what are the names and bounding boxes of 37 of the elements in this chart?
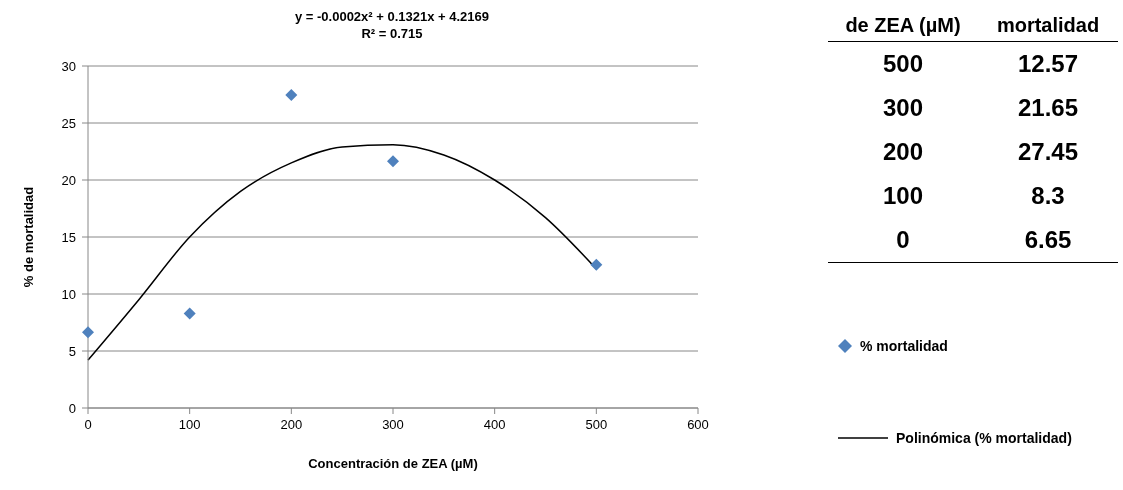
legend-label: Polinómica (% mortalidad)	[896, 430, 1072, 446]
text: 200	[881, 138, 924, 166]
y-axis-title: % de mortalidad	[20, 186, 36, 288]
text: 100	[881, 182, 924, 210]
y-tick-label: 5	[68, 343, 76, 359]
x-axis-title: Concentración de ZEA (µM)	[308, 456, 478, 471]
point	[387, 155, 399, 168]
chart-title: y = -0.0002x² + 0.1321x + 4.2169	[293, 8, 491, 25]
point	[285, 89, 298, 102]
y-tick-label: 30	[61, 58, 76, 74]
text: 12.57	[1016, 50, 1080, 78]
x-tick-label: 200	[280, 417, 303, 433]
point	[82, 326, 94, 339]
chart-subtitle: R² = 0.715	[360, 25, 424, 42]
x-tick-label: 300	[382, 417, 404, 433]
x-tick-label: 600	[687, 417, 709, 433]
x-tick-label: 100	[178, 417, 201, 433]
text: 300	[881, 94, 924, 122]
y-tick-label: 25	[61, 115, 76, 131]
text: 0	[895, 226, 911, 254]
point	[183, 307, 196, 320]
y-tick-label: 20	[61, 172, 76, 188]
text: 21.65	[1016, 94, 1080, 122]
x-tick-label: 400	[483, 417, 506, 433]
y-tick-label: 0	[68, 400, 76, 416]
y-tick-label: 10	[61, 286, 76, 302]
x-tick-label: 500	[585, 417, 608, 433]
y-tick-label: 15	[61, 229, 76, 245]
text: mortalidad	[995, 14, 1101, 37]
text: 6.65	[1023, 226, 1073, 254]
text: 8.3	[1030, 182, 1066, 210]
text: 27.45	[1016, 138, 1080, 166]
text: de ZEA (µM)	[844, 14, 962, 37]
x-tick-label: 0	[84, 417, 92, 433]
point	[590, 258, 603, 271]
text: 500	[881, 50, 924, 78]
legend-label: % mortalidad	[860, 338, 948, 354]
